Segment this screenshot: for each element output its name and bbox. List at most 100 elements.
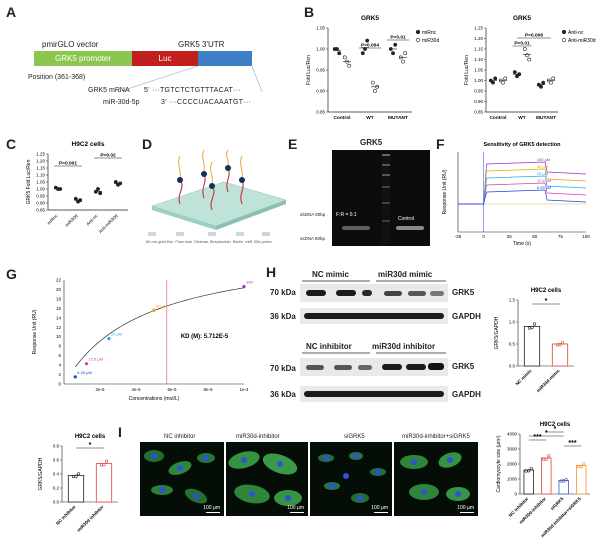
data-point	[512, 70, 517, 75]
y-tick-label: 0.90	[474, 99, 483, 104]
fit-curve	[75, 287, 245, 368]
chart-title: H9C2 cells	[531, 288, 562, 294]
ladder-lane	[382, 154, 390, 244]
chart-c: H9C2 cells 0.85 0.90 0.95 1.00 1.05 1.10 1.15 1.…	[26, 141, 128, 234]
sensorgram-curve	[458, 189, 587, 205]
y-axis-label: GRK5/GAPDH	[494, 316, 500, 349]
micrograph-nc-inhibitor: 100 µm	[140, 442, 224, 516]
x-tick-label: miR30d mimic	[536, 368, 561, 393]
grk5-label-bot: GRK5	[452, 362, 475, 371]
y-tick-label: 18	[56, 296, 62, 301]
data-point	[527, 469, 531, 473]
point-label: 6.25 µM	[77, 370, 92, 375]
data-point	[527, 57, 532, 62]
sensorgram-curve	[458, 161, 587, 205]
mir-label: miR-30d-5p	[103, 99, 140, 106]
data-point	[58, 187, 63, 191]
img-label-4: miR30d-inhibitor+siGRK5	[402, 434, 470, 440]
x-tick-label: 8e-5	[203, 387, 213, 392]
vector-label: pmirGLO vector	[42, 40, 99, 49]
gapdh-label-top: GAPDH	[452, 312, 481, 321]
diagram-legend: 60 nm gold film Flow sink Dextran-Strept…	[146, 239, 296, 244]
x-tick-label: Anti-miR30d	[98, 213, 119, 234]
y-tick-label: 0.0	[509, 364, 516, 369]
x-tick-label: miR30d inhibitor	[76, 504, 105, 533]
blot-top-group1: NC mimic	[312, 270, 349, 279]
y-tick-label: 0.2	[53, 486, 60, 491]
y-tick-label: 0	[58, 382, 61, 387]
y-tick-label: 1.5	[509, 298, 516, 303]
blot-bot-brackets	[302, 352, 446, 354]
blot-grk5-top	[300, 284, 448, 302]
micrograph-cells-3	[318, 452, 386, 503]
legend-probe: miR-30d probe	[245, 239, 272, 244]
scalebar-2	[290, 512, 304, 513]
data-point	[549, 80, 553, 85]
panel-h-label: H	[266, 264, 277, 280]
point-label: 100 µM	[246, 280, 254, 285]
blot-bot-group1: NC inhibitor	[306, 342, 352, 351]
x-tick-label: -25	[455, 234, 462, 239]
y-tick-label: 0.4	[53, 472, 60, 477]
y-tick-label: 1.05	[474, 68, 483, 73]
data-point	[503, 76, 508, 81]
data-point	[539, 84, 543, 89]
y-tick-label: 1.20	[474, 36, 483, 41]
scalebar-3	[374, 512, 388, 513]
data-point	[493, 76, 498, 81]
position-label: Position (361-368)	[28, 74, 86, 81]
micrograph-mir30d-inhibitor: 100 µm	[226, 442, 308, 516]
bar	[95, 463, 113, 503]
data-point	[547, 454, 551, 458]
curve-label: 100 µM	[537, 157, 550, 162]
y-tick-label: 0.6	[53, 458, 60, 463]
scale-label-4: 100 µm	[457, 505, 474, 511]
panel-a-label: A	[6, 4, 17, 20]
legend-label: Anti-nc	[568, 30, 584, 36]
y-axis-label: Cardiomyocyte size (µm²)	[496, 435, 502, 492]
y-tick-label: 1.00	[474, 78, 483, 83]
kda36-bot: 36 kDa	[270, 390, 296, 399]
y-tick-label: 14	[56, 315, 62, 320]
ds-label: dsDNA 80bp	[300, 212, 326, 217]
kda36-top: 36 kDa	[270, 312, 296, 321]
sig-label: *	[554, 426, 557, 433]
data-point	[525, 53, 529, 58]
data-point	[102, 463, 106, 467]
scale-label-3: 100 µm	[371, 505, 388, 511]
x-tick-label: 0	[482, 234, 485, 239]
img-label-2: miR30d-inhibitor	[236, 434, 280, 440]
x-tick-label: Anti-nc	[85, 213, 99, 227]
blot-gapdh-top	[300, 308, 448, 324]
blot-top-brackets	[302, 280, 446, 282]
x-tick-label: MUTANT	[388, 115, 408, 121]
micrograph-cells-4	[400, 452, 470, 501]
sig-label: *	[89, 442, 92, 449]
y-tick-label: 1.10	[474, 57, 483, 62]
chart-title: H9C2 cells	[72, 141, 105, 148]
panel-d-label: D	[142, 136, 153, 152]
y-tick-label: 0.95	[316, 68, 325, 73]
y-tick-label: 1.00	[36, 187, 45, 192]
y-tick-label: 0.8	[53, 444, 60, 449]
chart-title: H9C2 cells	[540, 422, 571, 428]
data-point	[347, 63, 352, 68]
legend-flow-sink: Flow sink	[175, 239, 193, 244]
chart-title: GRK5	[513, 15, 531, 22]
data-point	[76, 472, 81, 476]
data-point	[360, 51, 365, 56]
micrograph-combination: 100 µm	[394, 442, 478, 516]
legend-marker	[415, 37, 421, 43]
legend-label: miR30d	[422, 38, 439, 44]
y-tick-label: 0.90	[36, 201, 45, 206]
data-point	[491, 80, 495, 85]
legend-label: Anti-miR30d	[568, 38, 596, 44]
point-label: 25 µM	[111, 332, 122, 337]
data-point	[532, 322, 537, 326]
img-label-3: siGRK5	[344, 434, 365, 440]
y-tick-label: 1.05	[316, 26, 325, 31]
mrna-sequence: 5' ···TGTCTCTGTTTACAT···	[144, 87, 241, 94]
x-tick-label: miR30d	[64, 213, 79, 228]
ratio-label: F:R = 5:1	[336, 212, 357, 218]
y-tick-label: 0.85	[474, 110, 483, 115]
